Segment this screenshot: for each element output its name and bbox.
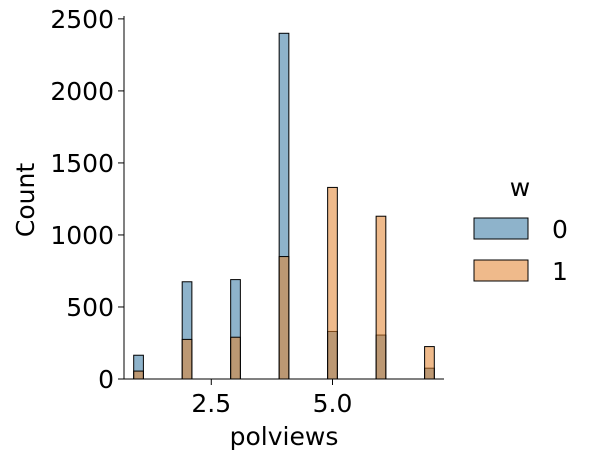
bar-series-1-x-3 — [230, 336, 241, 380]
x-tick-label-2.5: 2.5 — [191, 389, 231, 418]
bar-series-1-x-4 — [278, 256, 290, 380]
y-tick-label-1000: 1000 — [50, 221, 114, 250]
x-tick-label-5.0: 5.0 — [313, 389, 353, 418]
legend-title: w — [510, 173, 530, 202]
y-tick-label-2500: 2500 — [50, 5, 114, 34]
y-tick-label-500: 500 — [66, 293, 114, 322]
legend-label-0: 0 — [552, 215, 568, 244]
y-ticks: 0 500 1000 1500 2000 2500 — [50, 5, 124, 394]
y-tick-label-0: 0 — [98, 365, 114, 394]
legend-label-1: 1 — [552, 257, 568, 286]
bars-layer — [133, 32, 435, 380]
bar-series-1-x-2 — [181, 338, 193, 380]
bar-series-1-x-7 — [424, 346, 435, 380]
y-axis-label: Count — [11, 163, 40, 237]
bar-series-1-x-1 — [133, 370, 144, 380]
x-ticks: 2.5 5.0 — [191, 379, 352, 418]
bar-series-1-x-6 — [375, 215, 387, 380]
legend: w 0 1 — [473, 173, 568, 286]
bar-series-1-x-5 — [327, 186, 338, 380]
axes-layer — [123, 16, 444, 380]
legend-swatch-0 — [473, 217, 529, 240]
y-tick-label-1500: 1500 — [50, 149, 114, 178]
x-axis-label: polviews — [230, 422, 339, 451]
y-tick-label-2000: 2000 — [50, 77, 114, 106]
legend-swatch-1 — [473, 259, 529, 282]
